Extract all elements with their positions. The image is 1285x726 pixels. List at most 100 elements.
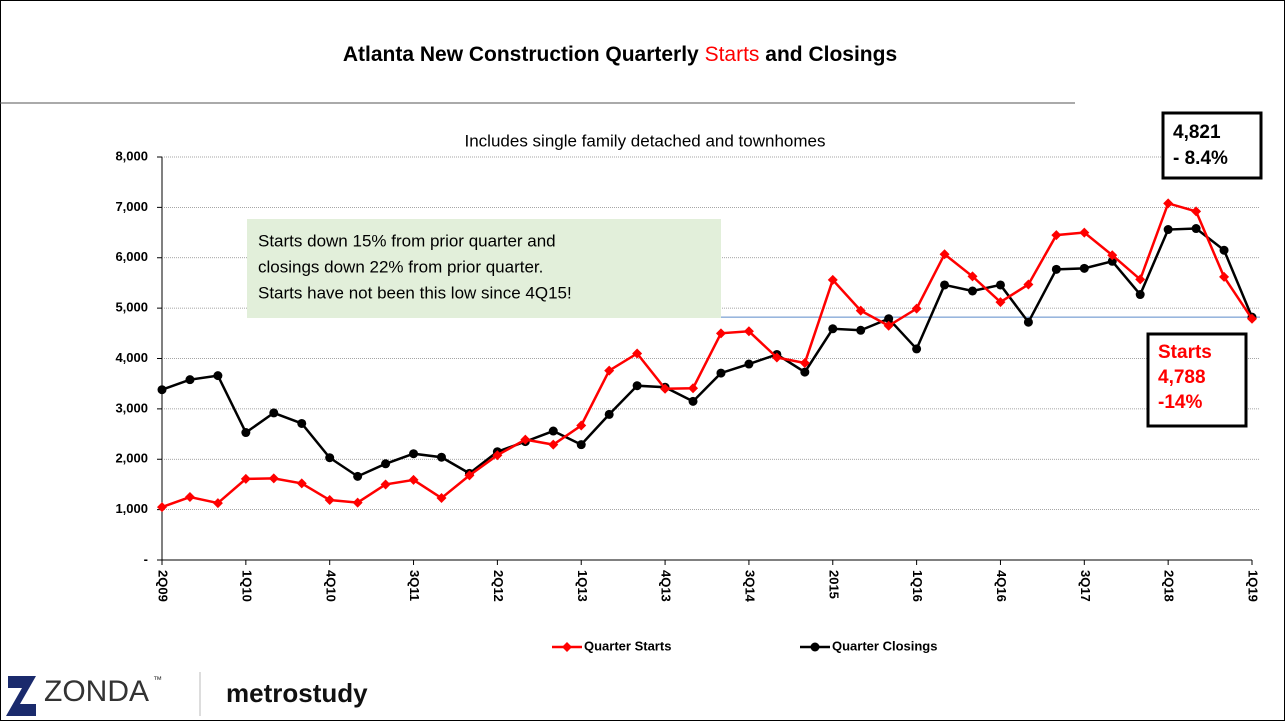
closings-box-line: - 8.4% [1173, 148, 1228, 169]
logo-trademark: ™ [153, 674, 162, 684]
legend-label: Quarter Starts [584, 638, 671, 653]
x-tick-label: 3Q14 [742, 570, 757, 603]
point [185, 375, 195, 385]
point [269, 408, 279, 418]
point [743, 326, 754, 337]
legend-marker [810, 642, 820, 652]
point [324, 495, 335, 506]
x-tick-label: 1Q19 [1246, 570, 1261, 602]
point [296, 478, 307, 489]
note-line: closings down 22% from prior quarter. [258, 257, 543, 276]
x-tick-label: 3Q17 [1078, 570, 1093, 602]
point [353, 471, 363, 481]
point [1135, 290, 1145, 300]
point [409, 449, 419, 459]
point [548, 426, 558, 436]
closings-box [1161, 111, 1263, 180]
point [688, 396, 698, 406]
chart-title: Atlanta New Construction Quarterly Start… [343, 43, 897, 66]
subtitle: Includes single family detached and town… [465, 131, 826, 150]
x-tick-label: 4Q16 [994, 570, 1009, 602]
point [660, 383, 671, 394]
y-tick-label: 5,000 [115, 300, 148, 315]
point [800, 367, 810, 377]
title-highlight: Starts [705, 43, 760, 66]
point [297, 418, 307, 428]
title-part: Atlanta New Construction Quarterly [343, 43, 699, 66]
point [883, 320, 894, 331]
point [576, 420, 587, 431]
legend-marker [562, 642, 572, 652]
point [632, 348, 643, 359]
point [241, 428, 251, 438]
legend-label: Quarter Closings [832, 638, 937, 653]
logo: ZONDA ™ metrostudy [6, 672, 368, 716]
point [716, 368, 726, 378]
point [715, 328, 726, 339]
point [912, 344, 922, 354]
point [381, 459, 391, 469]
point [940, 280, 950, 290]
x-tick-label: 2Q09 [156, 570, 171, 602]
y-tick-label: 4,000 [115, 350, 148, 365]
point [604, 365, 615, 376]
point [967, 271, 978, 282]
point [213, 371, 223, 381]
point [576, 440, 586, 450]
x-tick-label: 2Q18 [1162, 570, 1177, 602]
point [520, 434, 531, 445]
x-tick-label: 4Q10 [323, 570, 338, 602]
point [688, 383, 699, 394]
starts-box-line: Starts [1158, 342, 1212, 363]
point [1051, 230, 1062, 241]
point [436, 493, 447, 504]
series-line [161, 227, 1254, 478]
point [1023, 317, 1033, 327]
y-tick-label: 1,000 [115, 501, 148, 516]
point [212, 498, 223, 509]
point [492, 450, 503, 461]
point [1079, 227, 1090, 238]
series-line [161, 201, 1254, 509]
y-tick-label: 6,000 [115, 249, 148, 264]
y-tick-label: 2,000 [115, 451, 148, 466]
title-part: and Closings [765, 43, 897, 66]
x-tick-label: 1Q10 [239, 570, 254, 602]
point [855, 305, 866, 316]
point [1163, 225, 1173, 235]
point [464, 470, 475, 481]
note-line: Starts have not been this low since 4Q15… [258, 283, 572, 302]
point [380, 479, 391, 490]
point [939, 249, 950, 260]
y-tick-label: 7,000 [115, 199, 148, 214]
point [1079, 263, 1089, 273]
starts-box-line: -14% [1158, 392, 1202, 413]
point [548, 439, 559, 450]
logo-icon [6, 676, 36, 716]
point [1219, 245, 1229, 255]
x-tick-label: 1Q13 [575, 570, 590, 602]
point [771, 352, 782, 363]
point [884, 314, 894, 324]
point [632, 381, 642, 391]
starts-box [1146, 332, 1248, 428]
point [1051, 264, 1061, 274]
point [1163, 198, 1174, 209]
point [1023, 279, 1034, 290]
point [268, 473, 279, 484]
point [828, 324, 838, 334]
point [157, 385, 167, 395]
point [911, 303, 922, 314]
logo-brand: ZONDA [44, 675, 149, 708]
note-box [247, 219, 721, 318]
point [1191, 206, 1202, 217]
point [799, 358, 810, 369]
y-tick-label: 8,000 [115, 148, 148, 163]
note-line: Starts down 15% from prior quarter and [258, 231, 556, 250]
y-tick-label: 3,000 [115, 400, 148, 415]
starts-box-line: 4,788 [1158, 367, 1206, 388]
point [995, 280, 1005, 290]
point [240, 473, 251, 484]
x-tick-label: 2015 [826, 570, 841, 599]
